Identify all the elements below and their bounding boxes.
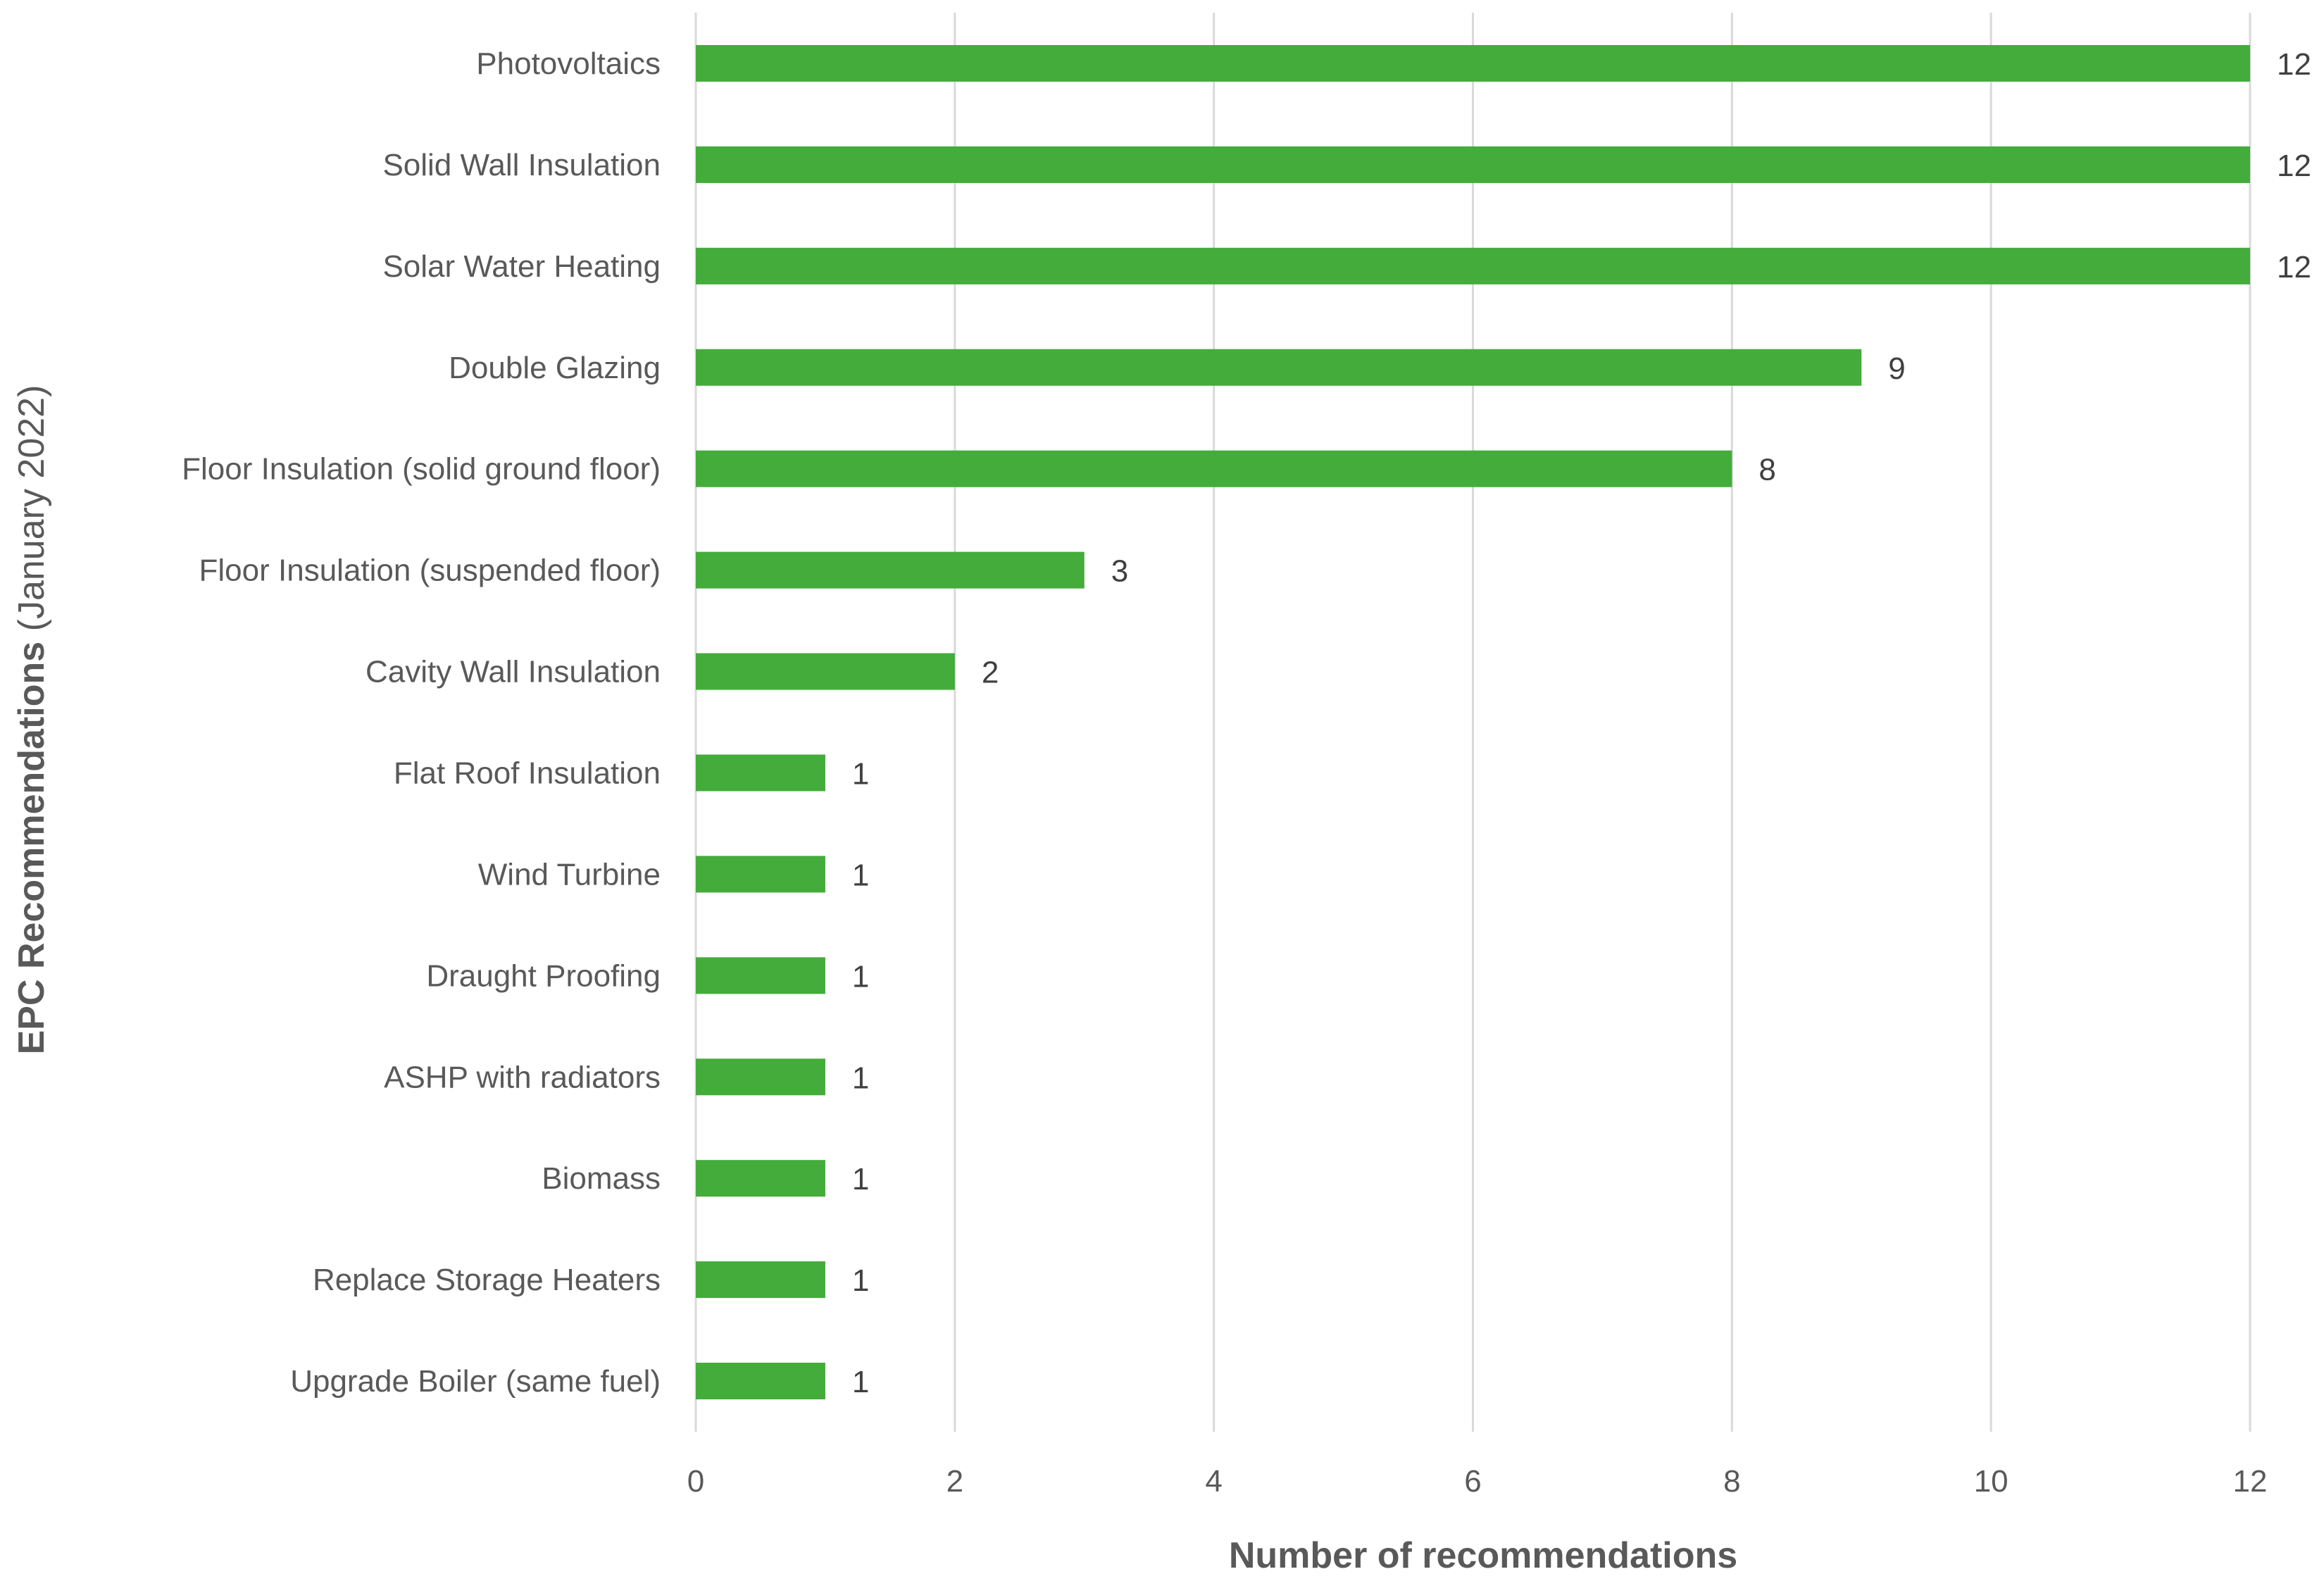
category-label: Biomass xyxy=(542,1161,661,1196)
data-label: 12 xyxy=(2277,47,2311,82)
data-label: 1 xyxy=(852,858,869,892)
bar xyxy=(696,1363,825,1400)
bar xyxy=(696,146,2250,183)
data-label: 1 xyxy=(852,959,869,994)
data-label: 1 xyxy=(852,1263,869,1298)
data-label: 1 xyxy=(852,1061,869,1095)
category-label: Cavity Wall Insulation xyxy=(366,655,661,689)
data-label: 8 xyxy=(1758,453,1775,487)
data-label: 1 xyxy=(852,1365,869,1399)
category-label: Wind Turbine xyxy=(478,857,661,892)
category-label: Floor Insulation (solid ground floor) xyxy=(182,452,661,487)
bar xyxy=(696,1160,825,1197)
category-labels: Photovoltaics Solid Wall Insulation Solar … xyxy=(182,46,661,1399)
bar xyxy=(696,1261,825,1299)
y-axis-title-detail: (January 2022) xyxy=(11,385,52,642)
x-tick-label: 4 xyxy=(1205,1464,1222,1499)
category-label: Flat Roof Insulation xyxy=(394,756,661,790)
x-tick-label: 0 xyxy=(687,1464,704,1499)
bar xyxy=(696,551,1085,589)
category-label: Photovoltaics xyxy=(476,46,661,81)
category-label: Double Glazing xyxy=(449,351,661,385)
x-tick-label: 10 xyxy=(1974,1464,2008,1499)
category-label: ASHP with radiators xyxy=(384,1060,661,1094)
y-axis-title: EPC Recommendations (January 2022) xyxy=(11,385,52,1055)
data-label: 12 xyxy=(2277,250,2311,285)
bar xyxy=(696,247,2250,285)
category-label: Solar Water Heating xyxy=(382,249,661,284)
category-label: Solid Wall Insulation xyxy=(382,148,661,182)
category-label: Floor Insulation (suspended floor) xyxy=(199,554,661,588)
category-label: Replace Storage Heaters xyxy=(313,1263,661,1297)
bar xyxy=(696,1058,825,1096)
data-label: 2 xyxy=(982,656,999,690)
gridlines xyxy=(694,13,2251,1432)
x-tick-label: 6 xyxy=(1464,1464,1481,1499)
bar xyxy=(696,349,1862,386)
x-tick-labels: 0 2 4 6 8 10 12 xyxy=(687,1464,2268,1499)
bar xyxy=(696,856,825,893)
data-label: 9 xyxy=(1888,351,1905,386)
category-label: Draught Proofing xyxy=(426,958,661,993)
bar xyxy=(696,653,955,690)
data-label: 1 xyxy=(852,756,869,791)
bar xyxy=(696,450,1732,487)
data-labels: 12 12 12 9 8 3 2 1 1 1 1 1 1 1 xyxy=(852,47,2311,1399)
bar xyxy=(696,957,825,994)
category-label: Upgrade Boiler (same fuel) xyxy=(290,1364,661,1399)
y-axis-title-bold: EPC Recommendations xyxy=(11,642,52,1055)
data-label: 1 xyxy=(852,1162,869,1196)
data-label: 12 xyxy=(2277,149,2311,183)
bar xyxy=(696,754,825,792)
x-tick-label: 2 xyxy=(947,1464,963,1499)
x-axis-title: Number of recommendations xyxy=(1229,1535,1737,1576)
x-tick-label: 12 xyxy=(2233,1464,2268,1499)
bars xyxy=(696,44,2250,1400)
bar xyxy=(696,44,2250,82)
data-label: 3 xyxy=(1111,554,1128,589)
x-tick-label: 8 xyxy=(1723,1464,1740,1499)
